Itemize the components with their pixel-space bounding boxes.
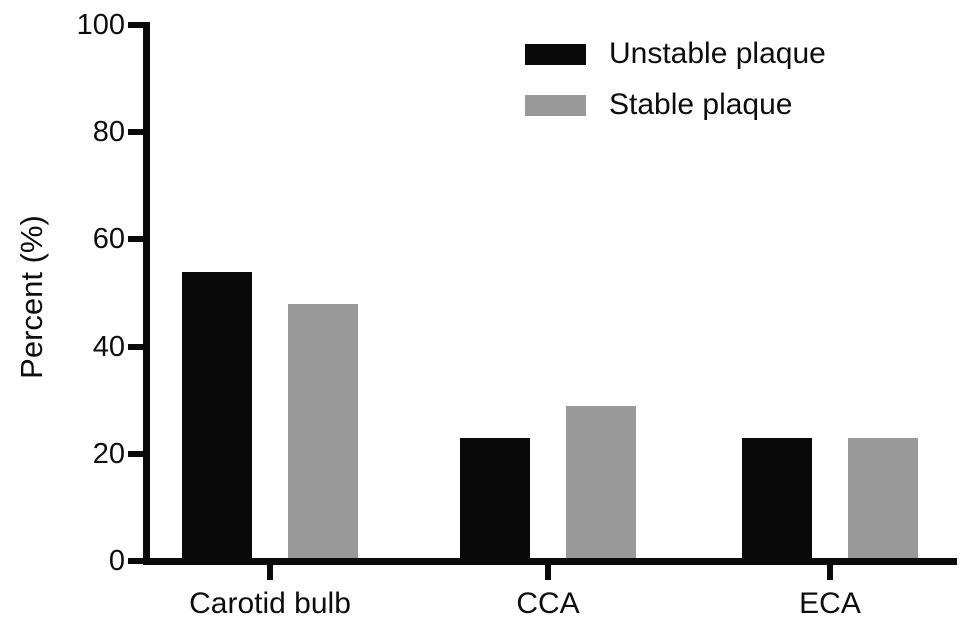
- y-axis-title: Percent (%): [14, 215, 49, 379]
- y-axis-line: [143, 22, 150, 565]
- legend-item-stable-plaque: Stable plaque: [525, 89, 826, 121]
- x-axis-line: [143, 558, 957, 565]
- x-axis-category-label: Carotid bulb: [189, 587, 351, 620]
- x-axis-tick: [267, 565, 273, 580]
- bar-stable-plaque-cca: [566, 405, 636, 561]
- y-axis-tick-label: 80: [92, 116, 125, 149]
- legend-swatch-stable-plaque: [525, 94, 586, 116]
- y-axis-tick: [128, 343, 144, 350]
- y-axis-tick: [128, 236, 144, 243]
- x-axis-tick: [827, 565, 833, 580]
- y-axis-tick: [128, 558, 144, 564]
- y-axis-tick-label: 100: [76, 9, 125, 41]
- y-axis-tick: [128, 129, 144, 136]
- y-axis-tick-label: 40: [92, 330, 125, 363]
- legend: Unstable plaque Stable plaque: [525, 38, 826, 121]
- y-axis-tick-label: 0: [108, 545, 125, 577]
- bar-unstable-plaque-eca: [742, 437, 812, 561]
- bar-unstable-plaque-cca: [460, 437, 530, 561]
- y-axis-tick-label: 20: [92, 437, 125, 470]
- y-axis-tick: [128, 22, 144, 28]
- legend-label: Stable plaque: [609, 88, 793, 121]
- legend-item-unstable-plaque: Unstable plaque: [525, 38, 826, 70]
- x-axis-category-label: ECA: [799, 587, 861, 620]
- bar-stable-plaque-carotid-bulb: [288, 303, 358, 561]
- bar-unstable-plaque-carotid-bulb: [182, 271, 252, 561]
- x-axis-tick: [545, 565, 551, 580]
- legend-swatch-unstable-plaque: [525, 43, 586, 65]
- x-axis-category-label: CCA: [516, 587, 580, 620]
- legend-label: Unstable plaque: [609, 37, 826, 70]
- y-axis-tick: [128, 450, 144, 457]
- y-axis-tick-label: 60: [92, 223, 125, 256]
- bar-stable-plaque-eca: [848, 437, 918, 561]
